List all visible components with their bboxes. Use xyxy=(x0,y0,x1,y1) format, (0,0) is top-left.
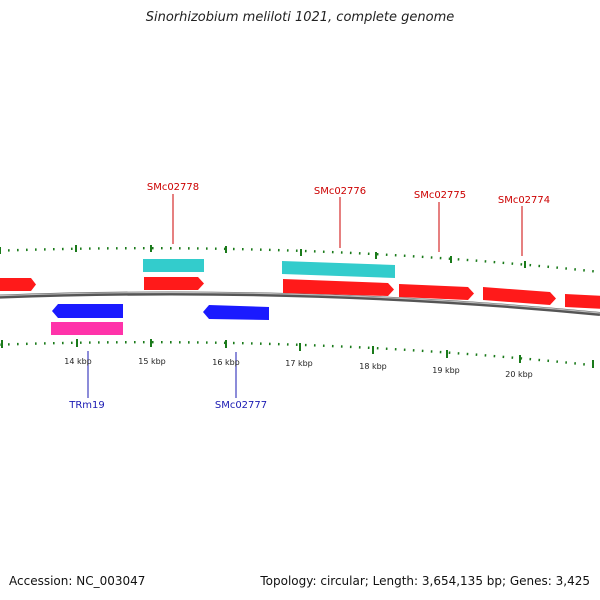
scale-labels: 14 kbp 15 kbp 16 kbp 17 kbp 18 kbp 19 kb… xyxy=(64,357,533,379)
gene-label[interactable]: SMc02777 xyxy=(215,400,267,411)
inner-major-ticks xyxy=(1,339,594,368)
genome-backbone xyxy=(0,291,600,316)
gene-label[interactable]: SMc02776 xyxy=(314,186,366,197)
reverse-gene-labels: TRm19 SMc02777 xyxy=(68,400,267,411)
cds-features xyxy=(143,259,395,278)
outer-minor-ticks xyxy=(0,246,600,274)
scale-label: 17 kbp xyxy=(285,359,313,368)
backbone-highlight xyxy=(0,291,600,314)
forward-strand-genes xyxy=(0,277,600,309)
scale-label: 19 kbp xyxy=(432,366,460,375)
scale-label: 20 kbp xyxy=(505,370,533,379)
rna-feature[interactable] xyxy=(51,322,123,335)
gene-arrow-forward[interactable] xyxy=(0,278,36,291)
reverse-label-leaders xyxy=(87,351,237,398)
rna-features xyxy=(51,322,123,335)
inner-tick-ring xyxy=(0,339,600,368)
accession-text: Accession: NC_003047 xyxy=(9,574,146,588)
scale-label: 15 kbp xyxy=(138,357,166,366)
inner-minor-ticks xyxy=(0,340,600,368)
reverse-strand-genes xyxy=(52,304,269,320)
outer-major-ticks xyxy=(0,245,526,268)
backbone-line xyxy=(0,291,600,316)
gene-arrow-reverse[interactable] xyxy=(203,305,269,320)
map-title: Sinorhizobium meliloti 1021, complete ge… xyxy=(145,10,455,25)
gene-arrow-forward[interactable] xyxy=(144,277,204,290)
scale-label: 16 kbp xyxy=(212,358,240,367)
cds-feature[interactable] xyxy=(282,261,395,278)
scale-label: 14 kbp xyxy=(64,357,92,366)
cds-feature[interactable] xyxy=(143,259,204,272)
forward-label-leaders xyxy=(172,194,523,256)
gene-arrow-forward[interactable] xyxy=(483,287,556,305)
gene-label[interactable]: SMc02778 xyxy=(147,182,199,193)
gene-label[interactable]: SMc02775 xyxy=(414,190,466,201)
forward-gene-labels: SMc02778 SMc02776 SMc02775 SMc02774 xyxy=(147,182,550,206)
gene-label[interactable]: TRm19 xyxy=(68,400,105,411)
gene-arrow-forward[interactable] xyxy=(283,279,394,296)
outer-tick-ring xyxy=(0,245,600,274)
gene-arrow-forward[interactable] xyxy=(399,284,474,300)
gene-label[interactable]: SMc02774 xyxy=(498,195,550,206)
scale-label: 18 kbp xyxy=(359,362,387,371)
genome-summary-text: Topology: circular; Length: 3,654,135 bp… xyxy=(260,574,590,588)
gene-arrow-forward[interactable] xyxy=(565,294,600,309)
gene-arrow-reverse[interactable] xyxy=(52,304,123,318)
